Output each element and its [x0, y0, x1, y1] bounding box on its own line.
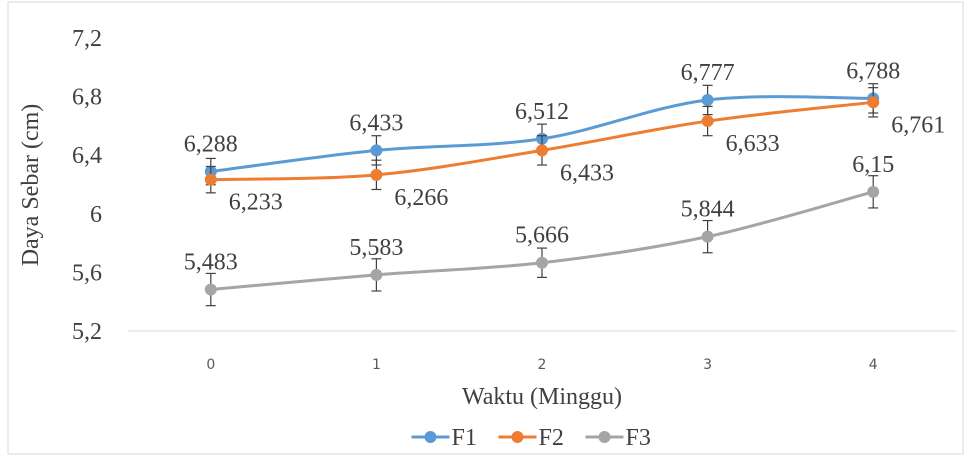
data-label: 5,583 [349, 235, 403, 261]
y-tick-label: 6 [90, 202, 102, 228]
legend-marker [512, 431, 524, 443]
data-label: 6,777 [681, 60, 735, 86]
x-tick-label: 3 [703, 357, 712, 373]
x-axis-title: Waktu (Minggu) [462, 384, 622, 410]
point-marker [867, 186, 879, 198]
y-tick-label: 7,2 [72, 26, 102, 52]
point-marker [205, 174, 217, 186]
data-label: 6,288 [184, 132, 238, 158]
legend-label: F3 [626, 425, 651, 451]
point-marker [536, 257, 548, 269]
x-tick-label: 0 [206, 357, 215, 373]
chart: Daya Sebar (cm) Waktu (Minggu) 5,2 5,6 6 6,… [0, 0, 970, 457]
data-label: 5,844 [681, 197, 735, 223]
x-tick-label: 4 [869, 357, 878, 373]
legend-marker [425, 431, 437, 443]
data-label: 6,433 [560, 160, 614, 186]
data-label: 6,233 [229, 190, 283, 216]
point-marker [702, 231, 714, 243]
data-label: 6,433 [349, 110, 403, 136]
data-label: 5,666 [515, 223, 569, 249]
legend-marker [599, 431, 611, 443]
data-label: 6,633 [726, 131, 780, 157]
point-marker [370, 144, 382, 156]
point-marker [370, 269, 382, 281]
data-label: 6,512 [515, 99, 569, 125]
point-marker [702, 94, 714, 106]
data-label: 6,788 [846, 58, 900, 84]
legend-label: F1 [452, 425, 477, 451]
x-tick-label: 1 [372, 357, 381, 373]
point-marker [536, 144, 548, 156]
y-tick-label: 6,4 [72, 143, 102, 169]
data-label: 5,483 [184, 250, 238, 276]
y-tick-label: 5,6 [72, 260, 102, 286]
data-label: 6,15 [852, 152, 894, 178]
point-marker [702, 115, 714, 127]
x-tick-label: 2 [538, 357, 547, 373]
point-marker [205, 284, 217, 296]
y-tick-label: 5,2 [72, 319, 102, 345]
y-tick-label: 6,8 [72, 85, 102, 111]
legend-label: F2 [539, 425, 564, 451]
data-label: 6,266 [394, 185, 448, 211]
y-axis-title: Daya Sebar (cm) [18, 104, 44, 267]
data-label: 6,761 [891, 112, 945, 138]
point-marker [370, 169, 382, 181]
point-marker [867, 96, 879, 108]
